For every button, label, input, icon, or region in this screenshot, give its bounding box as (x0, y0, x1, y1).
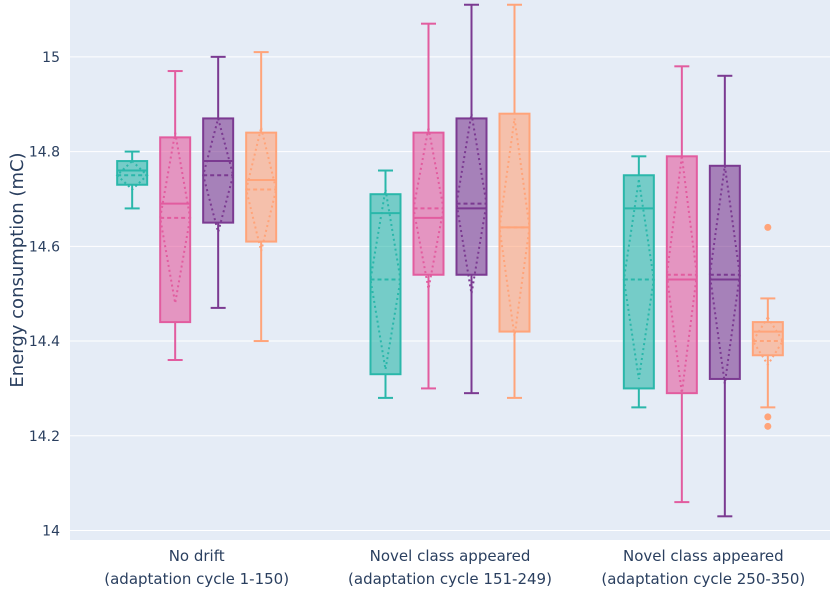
iqr-box (751, 321, 784, 357)
y-tick-label: 14.2 (29, 429, 60, 445)
sd-diamond (115, 159, 149, 191)
x-category-sublabel: (adaptation cycle 151-249) (348, 570, 552, 588)
box-series-4-cat-2 (498, 3, 531, 399)
box-series-4-cat-3 (751, 223, 785, 430)
y-axis-ticks: 14 14.2 14.4 14.6 14.8 15 (29, 50, 60, 540)
box-series-3-cat-1 (202, 55, 235, 309)
iqr-box (412, 131, 445, 276)
y-tick-label: 14 (42, 524, 60, 540)
iqr-box (622, 174, 655, 390)
gridlines (70, 56, 830, 532)
box-series-2-cat-3 (665, 65, 698, 504)
y-tick-label: 14.8 (29, 145, 60, 161)
iqr-box (202, 117, 235, 224)
y-axis-title: Energy consumption (mC) (7, 152, 28, 387)
box-series-4-cat-1 (245, 51, 278, 343)
outlier-point (764, 413, 772, 421)
outlier-point (764, 223, 772, 231)
sd-diamond (202, 114, 235, 237)
sd-diamond (622, 179, 655, 380)
iqr-box (498, 112, 531, 333)
iqr-box (159, 136, 192, 324)
y-tick-label: 14.6 (29, 239, 60, 255)
x-category-label: Novel class appeared (623, 547, 784, 565)
x-category-label: Novel class appeared (370, 547, 531, 565)
box-series-3-cat-3 (708, 74, 741, 518)
plot-area (70, 0, 830, 540)
box-series-1-cat-2 (369, 169, 402, 399)
iqr-box (369, 193, 402, 376)
box-series-2-cat-2 (412, 22, 445, 390)
box-series-2-cat-1 (159, 70, 192, 361)
sd-diamond (369, 189, 402, 370)
sd-diamond (751, 315, 785, 367)
sd-diamond (498, 118, 531, 337)
x-category-sublabel: (adaptation cycle 250-350) (601, 570, 805, 588)
iqr-box (455, 117, 488, 276)
box-series (115, 3, 785, 518)
iqr-box (116, 160, 149, 186)
box-series-3-cat-2 (455, 3, 488, 395)
iqr-box (245, 131, 278, 243)
y-tick-label: 15 (42, 50, 60, 66)
box-series-1-cat-3 (622, 155, 655, 409)
sd-diamond (455, 113, 488, 294)
outlier-point (764, 422, 772, 430)
x-category-label: No drift (169, 547, 225, 565)
iqr-box (708, 164, 741, 380)
y-tick-label: 14.4 (29, 334, 60, 350)
x-category-sublabel: (adaptation cycle 1-150) (104, 570, 289, 588)
box-series-1-cat-1 (115, 150, 149, 210)
sd-diamond (708, 165, 741, 384)
sd-diamond (245, 127, 278, 252)
x-axis-categories: No drift (adaptation cycle 1-150) Novel cl… (104, 547, 805, 588)
